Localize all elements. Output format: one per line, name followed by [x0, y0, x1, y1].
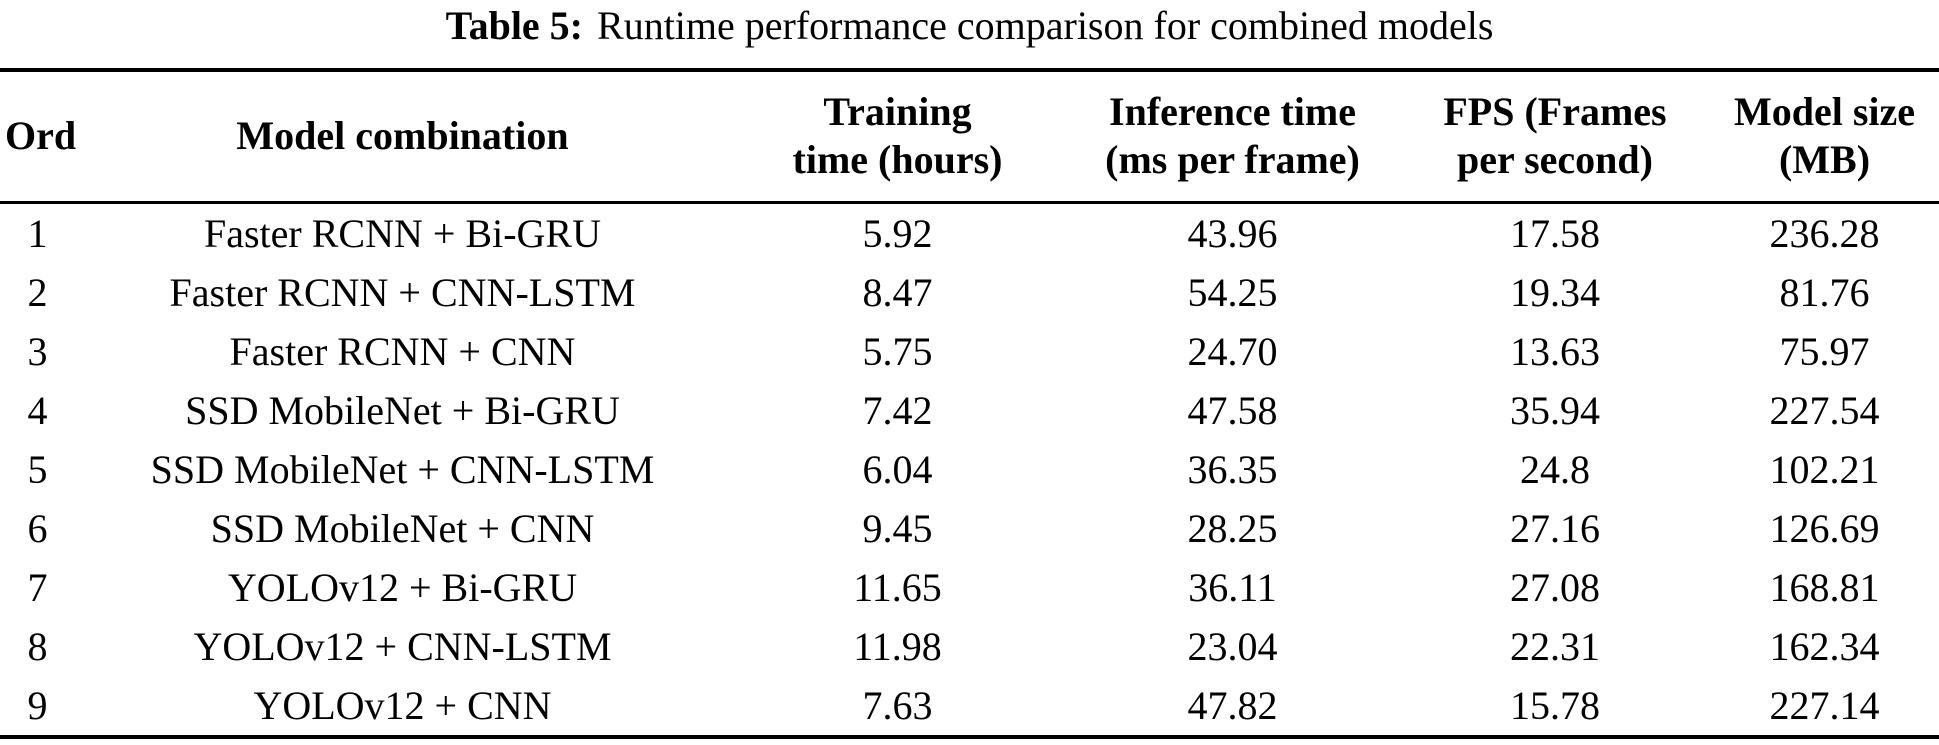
- cell-training: 11.65: [853, 565, 942, 610]
- cell-fps: 27.16: [1510, 506, 1600, 551]
- cell-inference: 28.25: [1187, 506, 1278, 551]
- header-training-time: Training time (hours): [730, 70, 1065, 204]
- cell-model: Faster RCNN + Bi-GRU: [203, 211, 601, 256]
- cell-fps: 17.58: [1510, 211, 1600, 256]
- cell-fps: 19.34: [1510, 270, 1600, 315]
- cell-ord: 7: [27, 565, 48, 610]
- table-row: 3 Faster RCNN + CNN 5.75 24.70 13.63 75.…: [0, 322, 1939, 381]
- cell-ord: 6: [27, 506, 48, 551]
- runtime-performance-table: Ord Model combination Training time (hou…: [0, 68, 1939, 739]
- cell-inference: 47.82: [1187, 683, 1278, 728]
- table-caption: Table 5: Runtime performance comparison f…: [0, 0, 1939, 68]
- cell-fps: 22.31: [1510, 624, 1600, 669]
- cell-model: YOLOv12 + CNN: [253, 683, 552, 728]
- cell-training: 11.98: [853, 624, 942, 669]
- cell-fps: 15.78: [1510, 683, 1600, 728]
- cell-inference: 54.25: [1187, 270, 1278, 315]
- header-fps: FPS (Frames per second): [1400, 70, 1710, 204]
- cell-ord: 4: [27, 388, 48, 433]
- cell-size: 168.81: [1769, 565, 1880, 610]
- cell-fps: 24.8: [1520, 447, 1590, 492]
- cell-size: 227.54: [1769, 388, 1880, 433]
- cell-size: 126.69: [1769, 506, 1880, 551]
- table-caption-text: Runtime performance comparison for combi…: [597, 3, 1494, 48]
- cell-model: YOLOv12 + Bi-GRU: [227, 565, 578, 610]
- cell-fps: 13.63: [1510, 329, 1600, 374]
- table-row: 9 YOLOv12 + CNN 7.63 47.82 15.78 227.14: [0, 676, 1939, 737]
- cell-training: 6.04: [862, 447, 933, 492]
- table-row: 2 Faster RCNN + CNN-LSTM 8.47 54.25 19.3…: [0, 263, 1939, 322]
- header-ord: Ord: [0, 70, 76, 204]
- cell-size: 227.14: [1769, 683, 1880, 728]
- cell-size: 162.34: [1769, 624, 1880, 669]
- cell-inference: 36.35: [1187, 447, 1278, 492]
- cell-inference: 43.96: [1187, 211, 1278, 256]
- cell-fps: 27.08: [1510, 565, 1600, 610]
- header-model-combination: Model combination: [75, 70, 730, 204]
- cell-inference: 23.04: [1187, 624, 1278, 669]
- cell-ord: 1: [27, 211, 48, 256]
- cell-model: YOLOv12 + CNN-LSTM: [193, 624, 612, 669]
- cell-ord: 3: [27, 329, 48, 374]
- cell-training: 7.63: [862, 683, 933, 728]
- cell-fps: 35.94: [1510, 388, 1600, 433]
- table-row: 5 SSD MobileNet + CNN-LSTM 6.04 36.35 24…: [0, 440, 1939, 499]
- header-inference-time: Inference time (ms per frame): [1065, 70, 1400, 204]
- cell-training: 8.47: [862, 270, 933, 315]
- table-row: 6 SSD MobileNet + CNN 9.45 28.25 27.16 1…: [0, 499, 1939, 558]
- table-row: 1 Faster RCNN + Bi-GRU 5.92 43.96 17.58 …: [0, 203, 1939, 264]
- header-model-size: Model size (MB): [1710, 70, 1939, 204]
- table-row: 8 YOLOv12 + CNN-LSTM 11.98 23.04 22.31 1…: [0, 617, 1939, 676]
- cell-ord: 5: [27, 447, 48, 492]
- cell-size: 81.76: [1779, 270, 1870, 315]
- cell-size: 236.28: [1769, 211, 1880, 256]
- table-row: 4 SSD MobileNet + Bi-GRU 7.42 47.58 35.9…: [0, 381, 1939, 440]
- cell-model: Faster RCNN + CNN: [229, 329, 576, 374]
- cell-ord: 2: [27, 270, 48, 315]
- cell-training: 5.75: [862, 329, 933, 374]
- cell-model: SSD MobileNet + CNN: [210, 506, 595, 551]
- cell-inference: 47.58: [1187, 388, 1278, 433]
- cell-size: 75.97: [1779, 329, 1870, 374]
- cell-model: Faster RCNN + CNN-LSTM: [169, 270, 636, 315]
- cell-training: 9.45: [862, 506, 933, 551]
- table-row: 7 YOLOv12 + Bi-GRU 11.65 36.11 27.08 168…: [0, 558, 1939, 617]
- table-caption-label: Table 5:: [445, 3, 584, 48]
- cell-ord: 9: [27, 683, 48, 728]
- cell-size: 102.21: [1769, 447, 1880, 492]
- cell-ord: 8: [27, 624, 48, 669]
- cell-training: 5.92: [862, 211, 933, 256]
- cell-inference: 24.70: [1187, 329, 1278, 374]
- cell-training: 7.42: [862, 388, 933, 433]
- cell-model: SSD MobileNet + Bi-GRU: [185, 388, 620, 433]
- cell-model: SSD MobileNet + CNN-LSTM: [150, 447, 655, 492]
- header-row: Ord Model combination Training time (hou…: [0, 70, 1939, 204]
- cell-inference: 36.11: [1188, 565, 1277, 610]
